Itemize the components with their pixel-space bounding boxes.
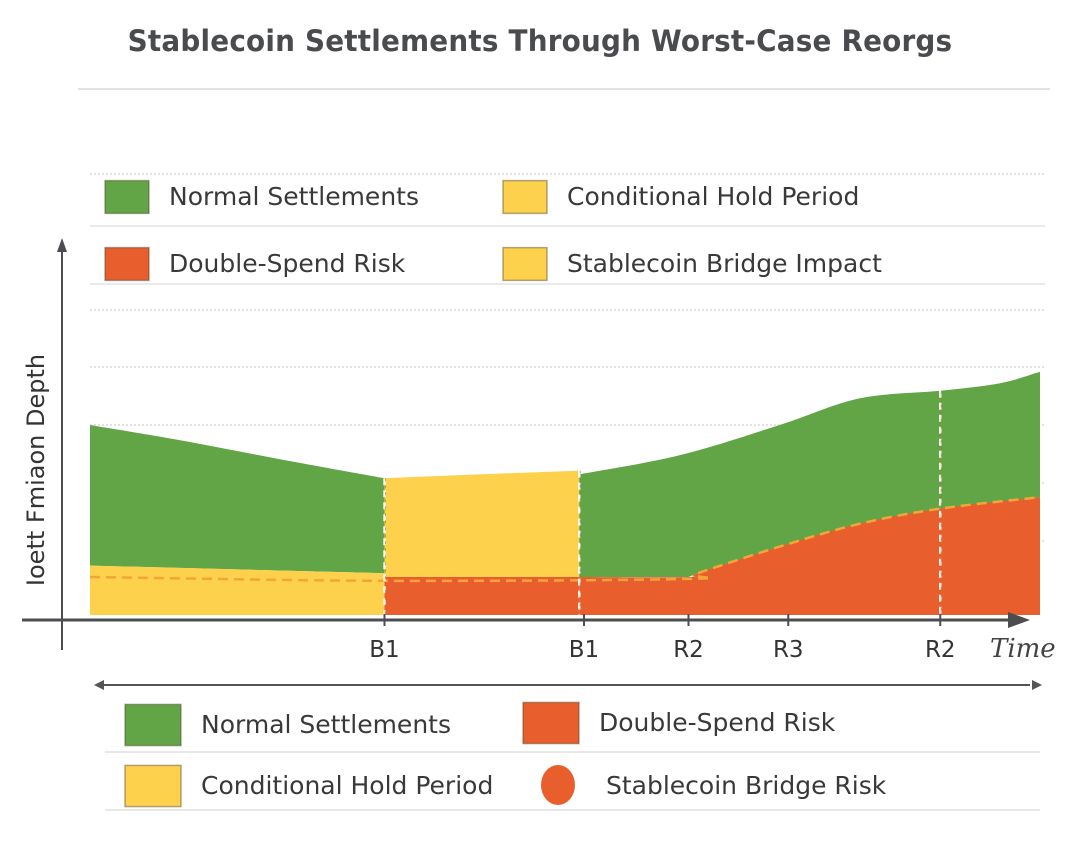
threshold-dashed-line [89,495,1041,583]
legend-swatch [502,179,548,215]
legend-label: Double-Spend Risk [599,708,836,737]
x-axis-label: Time [990,634,1056,664]
top-legend: Normal Settlements Conditional Hold Perio… [104,179,882,282]
area-conditional-hold-period [90,565,385,615]
legend-swatch [124,764,182,808]
legend-label: Conditional Hold Period [567,182,859,211]
x-axis-arrow-icon [1008,612,1030,628]
left-arrow-icon [94,680,104,690]
y-axis-label: Ioett Fmiaon Depth [22,354,50,586]
chart-overlays [89,390,1041,615]
x-tick-label: B1 [369,637,399,663]
right-arrow-icon [1032,680,1042,690]
y-axis-arrow-icon [57,238,67,252]
bottom-legend: Normal Settlements Double-Spend Risk Condi… [105,701,1040,811]
chart-title: Stablecoin Settlements Through Worst-Cas… [127,24,953,58]
legend-label: Conditional Hold Period [201,771,493,800]
area-double-spend-risk [384,577,580,615]
area-series [90,371,1040,615]
legend-label: Stablecoin Bridge Impact [567,249,882,278]
legend-label: Double-Spend Risk [169,249,406,278]
legend-swatch [124,703,182,747]
legend-label: Normal Settlements [201,710,451,739]
legend-label: Stablecoin Bridge Risk [606,771,887,800]
x-tick-label: R2 [925,637,956,663]
legend-swatch [502,246,548,282]
legend-swatch [522,701,580,745]
title-divider [78,88,1050,90]
area-double-spend-risk [579,497,1040,615]
legend-label: Normal Settlements [169,182,419,211]
x-tick-label: R3 [773,637,804,663]
x-tick-label: B1 [569,637,599,663]
axes: Ioett Fmiaon Depth Time [22,238,1056,664]
x-ticks: B1 B1 R2 R3 R2 [369,614,956,663]
time-span-arrow [94,680,1042,690]
legend-swatch [104,179,150,215]
area-normal-settlements [579,371,1040,577]
x-tick-label: R2 [673,637,704,663]
legend-swatch [104,246,150,282]
area-conditional-hold-period [384,470,580,577]
legend-swatch-circle [541,765,575,805]
area-normal-settlements [90,425,385,574]
